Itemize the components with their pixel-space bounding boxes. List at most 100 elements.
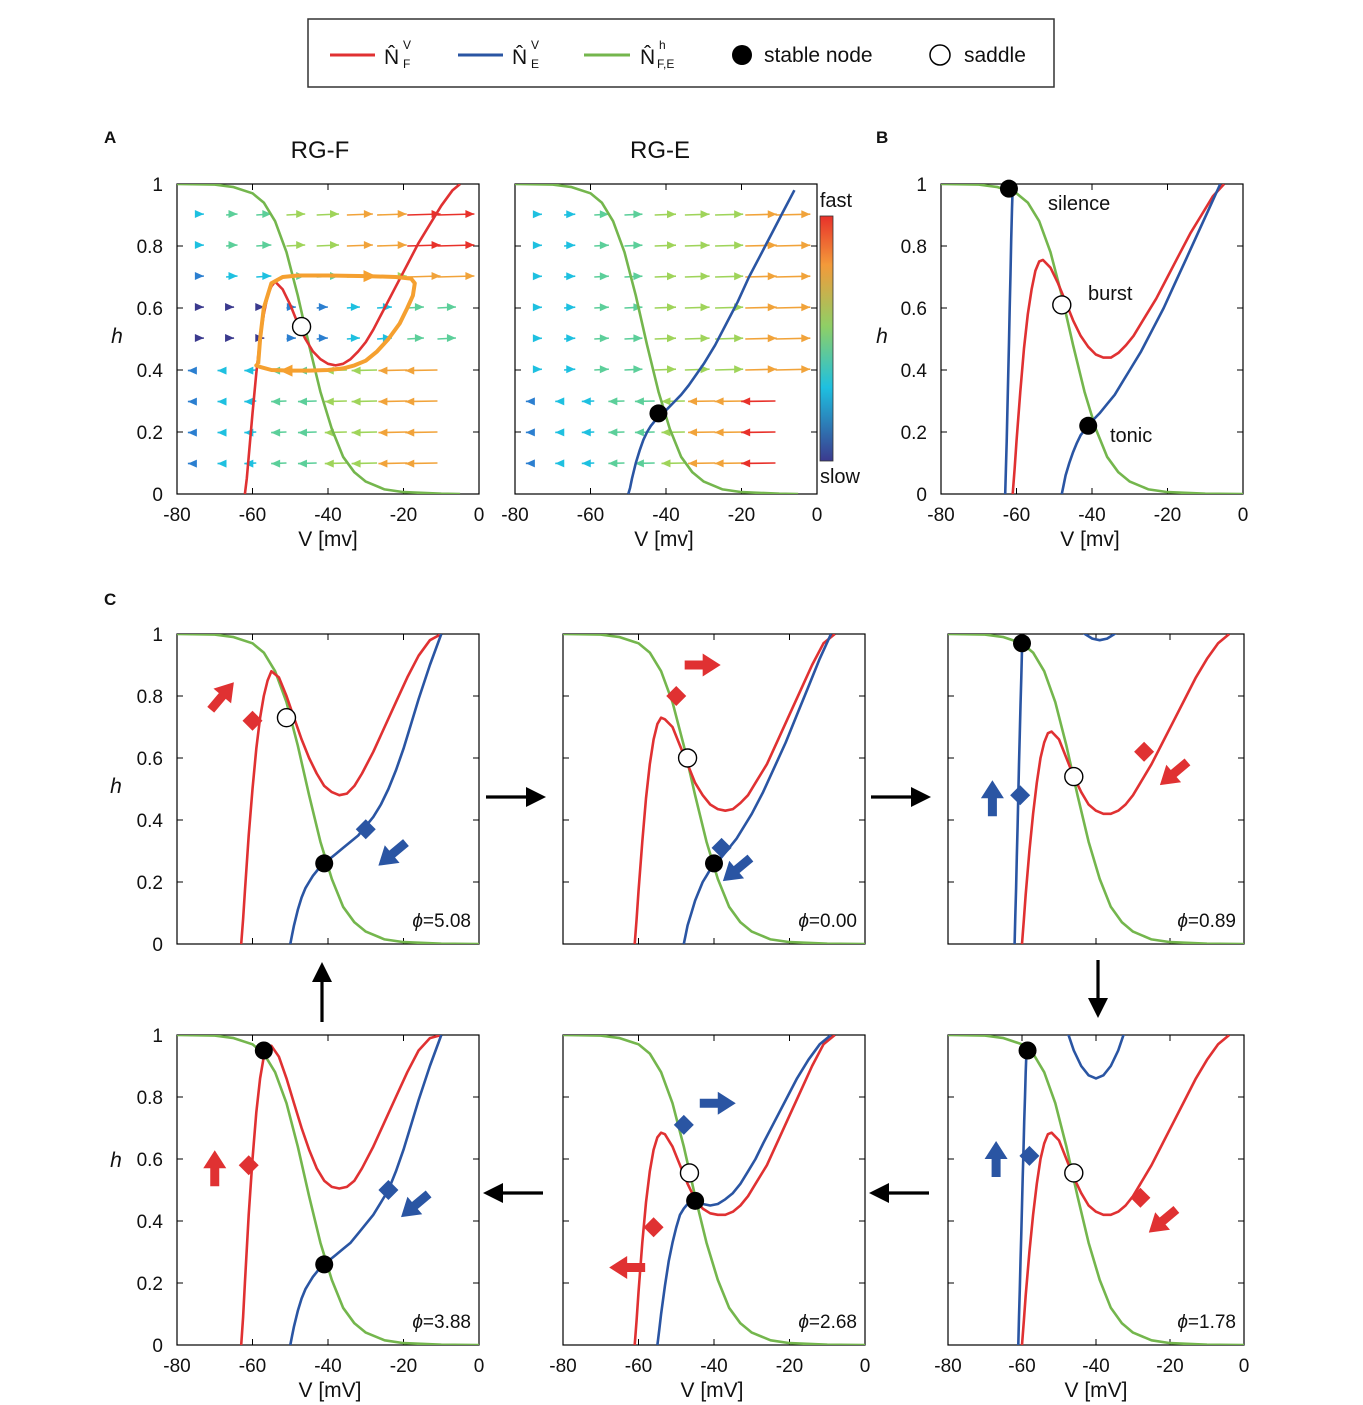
flow-arrows: [312, 787, 1108, 1203]
vector-arrow-head: [350, 303, 360, 311]
series-blue-line: [289, 634, 443, 944]
vector-arrow-head: [262, 272, 272, 280]
vector-arrow-head: [633, 210, 643, 219]
vector-arrow-head: [599, 303, 609, 312]
flow-arrow-head: [869, 1183, 889, 1203]
plot-c4: -80 -60 -40 -20 0 0 0.2 0.4 0.6 0.8 1 ϕ=3.88: [137, 1026, 485, 1377]
vector-arrow-head: [566, 365, 576, 374]
vector-arrow-head: [801, 334, 811, 343]
legend-red-sup: V: [403, 38, 411, 52]
legend-stable-marker: [732, 45, 752, 65]
vector-arrow-head: [318, 334, 328, 342]
series-green-line: [177, 1035, 479, 1345]
legend-green-sup: h: [659, 38, 666, 52]
vector-arrow-head: [271, 459, 281, 468]
legend-red-label: N̂: [384, 46, 399, 69]
arrow-blue: [980, 780, 1004, 817]
vector-arrow-head: [666, 334, 676, 343]
saddle-point: [679, 1163, 700, 1183]
vector-arrow-head: [297, 428, 307, 437]
y-tick-label: 0.8: [137, 237, 163, 258]
vector-arrow-head: [633, 241, 643, 250]
vector-arrow-head: [801, 241, 811, 250]
stable-node: [999, 179, 1018, 198]
series-red-line: [1020, 634, 1231, 944]
arrow-red: [207, 682, 234, 713]
vector-arrow-head: [465, 241, 475, 249]
saddle-point: [1064, 1163, 1084, 1183]
series-green-line: [515, 184, 799, 494]
vector-arrow-head: [566, 272, 576, 281]
diamond-blue: [378, 1180, 399, 1200]
y-tick-label: 0: [152, 1336, 163, 1357]
plot-area: [563, 634, 865, 944]
vector-arrow-head: [431, 272, 441, 280]
y-tick-label: 0.6: [137, 1150, 163, 1171]
series-blue-line: [656, 1035, 832, 1345]
vector-arrow-head: [271, 397, 281, 406]
vector-arrow-head: [555, 428, 565, 437]
vector-arrow-head: [431, 241, 441, 249]
phi-label: ϕ=0.00: [798, 911, 857, 932]
vector-arrow-head: [363, 210, 373, 218]
vector-arrow-head: [262, 241, 272, 249]
diamond-red: [666, 686, 687, 706]
saddle-point: [677, 748, 698, 768]
y-tick-label: 0.4: [901, 361, 928, 382]
vector-arrow-head: [555, 397, 565, 406]
stable-node: [1079, 416, 1098, 435]
flow-arrow-head: [911, 787, 931, 807]
y-tick-label: 0: [152, 935, 163, 956]
diamond-red: [242, 710, 263, 731]
vector-arrow-head: [741, 459, 751, 468]
vector-arrow-head: [405, 428, 415, 437]
vector-arrow-head: [608, 428, 618, 437]
vector-arrow-head: [378, 366, 388, 375]
vector-arrow-head: [378, 459, 388, 468]
vector-arrow-head: [634, 397, 644, 406]
series-green-line: [563, 634, 865, 944]
vector-arrow-head: [225, 303, 235, 311]
diamond-blue: [1010, 785, 1031, 806]
vector-arrow-head: [397, 210, 407, 218]
xlabel-c4: V [mV]: [298, 1379, 361, 1402]
y-tick-label: 0.2: [901, 423, 927, 444]
xlabel-c5: V [mV]: [680, 1379, 743, 1402]
stable-node: [649, 404, 668, 423]
vector-arrow-head: [378, 428, 388, 437]
vector-arrow-head: [194, 210, 204, 218]
arrow-red: [609, 1256, 646, 1279]
diamond-red: [238, 1155, 259, 1176]
xlabel-a1: V [mv]: [298, 528, 358, 551]
vector-arrow-head: [741, 397, 751, 406]
vector-arrow-head: [566, 334, 576, 343]
vector-arrow-head: [634, 459, 644, 468]
panel-label-c: C: [104, 590, 116, 609]
ylabel-b: h: [876, 325, 888, 348]
vector-arrow-head: [714, 459, 724, 468]
vector-arrow-head: [397, 241, 407, 249]
vector-arrow-head: [767, 303, 777, 312]
series-blue-line: [1017, 1053, 1028, 1345]
legend-stable-label: stable node: [764, 44, 873, 67]
colorbar-gradient: [819, 215, 834, 462]
saddle-point: [1064, 766, 1084, 787]
vector-arrow-head: [661, 397, 671, 406]
vector-arrow-head: [581, 459, 591, 468]
series-green-line: [563, 1035, 865, 1345]
x-tick-label: 0: [1238, 505, 1249, 526]
vector-arrow-head: [714, 397, 724, 406]
x-tick-label: -20: [1154, 505, 1181, 526]
plots: -80 -60 -40 -20 0 0 0.2 0.4 0.6 0.8 1 -80 -60 -40 -20 0…: [137, 175, 1250, 1377]
vector-arrow-head: [599, 334, 609, 343]
vector-arrow-head: [801, 303, 811, 312]
flow-arrow-head: [1088, 998, 1108, 1018]
vector-arrow-head: [700, 334, 710, 343]
vector-arrow-head: [801, 365, 811, 374]
series-red-line: [1011, 184, 1226, 494]
annotation-burst: burst: [1088, 283, 1133, 305]
vector-arrow-head: [405, 397, 415, 406]
vector-arrow-head: [666, 241, 676, 250]
stable-node: [686, 1191, 705, 1210]
